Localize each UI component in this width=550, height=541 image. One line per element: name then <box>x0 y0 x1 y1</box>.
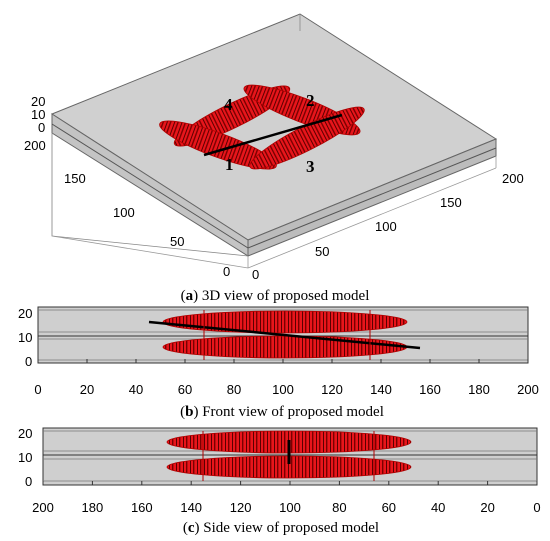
z-tick-0: 0 <box>38 120 45 135</box>
x-tick-0: 0 <box>252 267 259 282</box>
wellbore-front <box>148 320 421 350</box>
fracture-1 <box>159 120 277 170</box>
front-fracture-upper <box>162 310 408 334</box>
y-tick-0: 0 <box>223 264 230 279</box>
fracture-label-2: 2 <box>306 91 315 110</box>
x-tick-label-180: 180 <box>468 382 490 397</box>
wellbore-3d <box>203 113 343 157</box>
front-y-tick-20: 20 <box>18 306 32 321</box>
x-tick-label-120: 120 <box>230 500 252 515</box>
x-tick-label-200: 200 <box>32 500 54 515</box>
panel-front-view: 20 10 0 0 20 40 60 80 100 120 140 160 180 200 (b) … <box>18 306 539 420</box>
x-tick-label-120: 120 <box>321 382 343 397</box>
x-tick-label-20: 20 <box>480 500 494 515</box>
front-y-tick-0: 0 <box>25 354 32 369</box>
panel-side-view: 20 10 0 200 180 160 140 120 100 80 60 40 20 0 (c) … <box>18 426 541 536</box>
fracture-label-1: 1 <box>225 155 234 174</box>
x-tick-label-140: 140 <box>180 500 202 515</box>
side-y-tick-10: 10 <box>18 450 32 465</box>
front-x-axis-ticks: 0 20 40 60 80 100 120 140 160 180 200 <box>34 359 539 397</box>
fracture-label-3: 3 <box>306 157 315 176</box>
x-tick-label-100: 100 <box>272 382 294 397</box>
y-tick-200: 200 <box>24 138 46 153</box>
x-tick-label-80: 80 <box>227 382 241 397</box>
x-tick-label-100: 100 <box>279 500 301 515</box>
x-tick-label-80: 80 <box>332 500 346 515</box>
y-tick-150: 150 <box>64 171 86 186</box>
x-tick-label-60: 60 <box>178 382 192 397</box>
x-tick-50: 50 <box>315 244 329 259</box>
x-tick-label-0: 0 <box>34 382 41 397</box>
x-tick-label-160: 160 <box>131 500 153 515</box>
x-tick-label-40: 40 <box>431 500 445 515</box>
caption-c: (c) Side view of proposed model <box>183 520 379 536</box>
x-tick-100: 100 <box>375 219 397 234</box>
z-tick-10: 10 <box>31 107 45 122</box>
y-tick-100: 100 <box>113 205 135 220</box>
box-mid-layer-line <box>51 123 497 249</box>
x-tick-label-180: 180 <box>82 500 104 515</box>
side-y-tick-0: 0 <box>25 474 32 489</box>
caption-a: (a) 3D view of proposed model <box>181 288 370 304</box>
side-x-axis-ticks: 200 180 160 140 120 100 80 60 40 20 0 <box>32 481 541 515</box>
y-tick-50: 50 <box>170 234 184 249</box>
x-tick-label-140: 140 <box>370 382 392 397</box>
x-tick-label-40: 40 <box>129 382 143 397</box>
fracture-label-4: 4 <box>224 95 233 114</box>
x-tick-label-0: 0 <box>533 500 540 515</box>
x-tick-label-160: 160 <box>419 382 441 397</box>
front-y-tick-10: 10 <box>18 330 32 345</box>
x-tick-label-60: 60 <box>382 500 396 515</box>
x-tick-200: 200 <box>502 171 524 186</box>
panel-3d-view: 4 2 1 3 20 10 0 200 150 100 50 0 0 50 10… <box>24 13 524 304</box>
caption-b: (b) Front view of proposed model <box>180 404 384 420</box>
x-tick-label-200: 200 <box>517 382 539 397</box>
side-y-tick-20: 20 <box>18 426 32 441</box>
x-tick-150: 150 <box>440 195 462 210</box>
x-tick-label-20: 20 <box>80 382 94 397</box>
z-tick-20: 20 <box>31 94 45 109</box>
